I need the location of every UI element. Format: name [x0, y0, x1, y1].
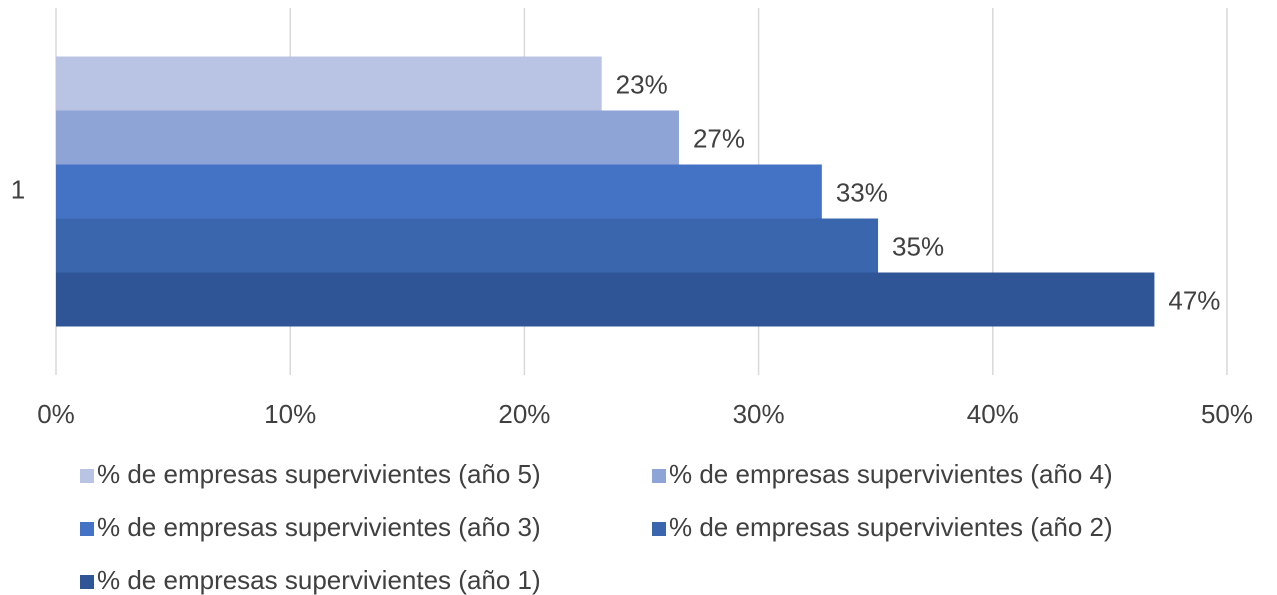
bar — [56, 110, 679, 165]
legend-label: % de empresas supervivientes (año 2) — [669, 512, 1113, 542]
legend-swatch — [652, 522, 666, 536]
data-label: 33% — [836, 177, 888, 207]
legend-swatch — [80, 575, 94, 589]
legend-label: % de empresas supervivientes (año 3) — [97, 512, 541, 542]
data-label: 47% — [1168, 285, 1220, 315]
x-tick-label: 30% — [733, 399, 785, 429]
data-label: 27% — [693, 123, 745, 153]
bar — [56, 164, 822, 219]
legend-label: % de empresas supervivientes (año 1) — [97, 565, 541, 595]
legend-swatch — [80, 522, 94, 536]
legend-label: % de empresas supervivientes (año 4) — [669, 459, 1113, 489]
x-tick-label: 40% — [967, 399, 1019, 429]
data-label: 35% — [892, 231, 944, 261]
legend-label: % de empresas supervivientes (año 5) — [97, 459, 541, 489]
bar — [56, 218, 879, 273]
data-label: 23% — [616, 69, 668, 99]
legend-swatch — [80, 469, 94, 483]
x-tick-label: 50% — [1201, 399, 1253, 429]
category-label: 1 — [11, 174, 25, 204]
x-tick-label: 20% — [498, 399, 550, 429]
x-tick-label: 10% — [264, 399, 316, 429]
x-tick-label: 0% — [37, 399, 75, 429]
legend-swatch — [652, 469, 666, 483]
bar — [56, 56, 602, 111]
bar — [56, 272, 1155, 327]
